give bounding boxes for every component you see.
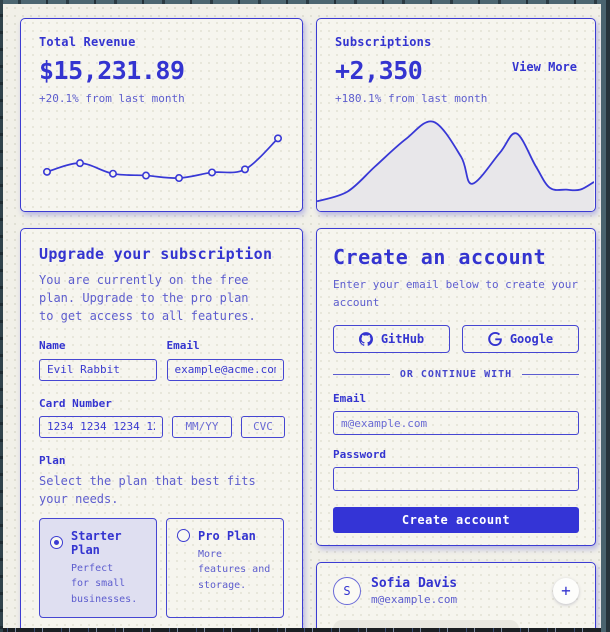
divider-text: OR CONTINUE WITH: [399, 369, 513, 381]
window-frame-left: [0, 0, 3, 632]
name-email-row: Name Email: [39, 339, 284, 381]
subscriptions-value: +2,350: [335, 56, 423, 85]
account-password-label: Password: [333, 448, 386, 462]
contact-name: Sofia Davis: [371, 576, 458, 591]
plan-pro-top: Pro Plan: [177, 529, 273, 543]
contact-email: m@example.com: [371, 593, 458, 606]
create-account-button[interactable]: Create account: [333, 507, 579, 534]
email-label: Email: [166, 339, 200, 352]
cvc-input[interactable]: [241, 415, 285, 438]
name-field-group: Name: [39, 339, 157, 381]
account-email-group: Email: [333, 392, 579, 436]
window-frame-top: [0, 0, 610, 4]
upgrade-title: Upgrade your subscription: [39, 245, 273, 263]
plan-label: Plan: [39, 453, 66, 467]
google-button[interactable]: Google: [462, 325, 579, 354]
window-frame-bottom: [0, 628, 610, 632]
plan-starter-description: Perfect for small businesses.: [71, 562, 138, 605]
subscriptions-card: Subscriptions +2,350 View More +180.1% f…: [316, 18, 596, 212]
account-password-input[interactable]: [333, 467, 579, 492]
account-description: Enter your email below to create your ac…: [333, 278, 579, 309]
name-label: Name: [39, 339, 66, 352]
plan-starter-name: Starter Plan: [71, 528, 122, 557]
plan-options: Starter Plan Perfect for small businesse…: [39, 517, 284, 618]
window-frame-right: [601, 0, 610, 632]
add-contact-button[interactable]: +: [553, 578, 579, 604]
create-account-card: Create an account Enter your email below…: [316, 228, 596, 546]
google-button-label: Google: [509, 332, 554, 347]
revenue-change: +20.1% from last month: [39, 92, 185, 105]
card-number-group: Card Number: [39, 396, 285, 438]
plan-pro-description: More features and storage.: [198, 548, 271, 591]
radio-selected-icon[interactable]: [50, 536, 63, 549]
right-column: Subscriptions +2,350 View More +180.1% f…: [316, 18, 596, 628]
card-number-row: [39, 415, 285, 438]
github-button-label: GitHub: [380, 332, 425, 347]
radio-unselected-icon[interactable]: [177, 529, 190, 542]
total-revenue-card: Total Revenue $15,231.89 +20.1% from las…: [20, 18, 303, 212]
contact-card: S Sofia Davis m@example.com +: [316, 562, 596, 628]
contact-header: S Sofia Davis m@example.com +: [333, 576, 579, 606]
view-more-link[interactable]: View More: [511, 60, 577, 74]
subscriptions-area-chart: [317, 120, 594, 211]
left-column: Total Revenue $15,231.89 +20.1% from las…: [20, 18, 303, 628]
revenue-line-chart: [43, 134, 283, 183]
revenue-title: Total Revenue: [39, 35, 136, 49]
github-icon: [358, 332, 373, 347]
divider-line-left: [333, 374, 390, 376]
plan-option-starter[interactable]: Starter Plan Perfect for small businesse…: [39, 517, 157, 618]
upgrade-subscription-card: Upgrade your subscription You are curren…: [20, 228, 303, 628]
google-icon: [487, 332, 502, 347]
revenue-value: $15,231.89: [39, 56, 185, 85]
plan-description: Select the plan that best fits your need…: [39, 473, 256, 506]
account-email-input[interactable]: [333, 411, 579, 436]
subscriptions-change: +180.1% from last month: [335, 92, 488, 105]
subscriptions-title: Subscriptions: [335, 35, 432, 49]
divider-line-right: [522, 374, 580, 376]
contact-identity: Sofia Davis m@example.com: [371, 576, 457, 606]
expiry-input[interactable]: [172, 415, 232, 438]
account-password-group: Password: [333, 448, 579, 492]
card-number-label: Card Number: [39, 396, 112, 410]
plan-pro-name: Pro Plan: [198, 528, 256, 543]
subscriptions-head: +2,350 View More: [335, 49, 577, 85]
plan-option-pro[interactable]: Pro Plan More features and storage.: [166, 517, 284, 618]
plan-section: Plan Select the plan that best fits your…: [39, 453, 284, 618]
github-button[interactable]: GitHub: [333, 325, 450, 354]
email-field-group: Email: [166, 339, 284, 381]
account-title: Create an account: [333, 245, 547, 269]
or-continue-divider: OR CONTINUE WITH: [333, 369, 580, 381]
chat-message-bubble: [333, 620, 519, 628]
oauth-buttons: GitHub Google: [333, 325, 579, 354]
account-email-label: Email: [333, 392, 367, 406]
avatar: S: [333, 577, 361, 605]
upgrade-description: You are currently on the free plan. Upgr…: [39, 273, 256, 323]
billing-email-input[interactable]: [166, 358, 284, 381]
card-number-input[interactable]: [39, 415, 163, 438]
dashboard-page: Total Revenue $15,231.89 +20.1% from las…: [3, 4, 601, 628]
plus-icon: +: [561, 580, 571, 600]
plan-starter-top: Starter Plan: [50, 529, 146, 557]
name-input[interactable]: [39, 358, 157, 381]
